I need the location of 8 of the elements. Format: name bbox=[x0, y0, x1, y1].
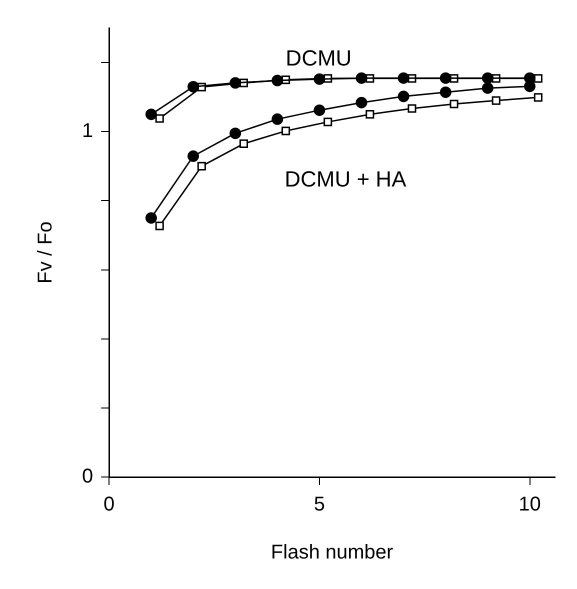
x-tick-label: 5 bbox=[314, 494, 326, 516]
x-tick-label: 10 bbox=[518, 494, 541, 516]
annotation: DCMU bbox=[286, 45, 352, 70]
annotation: DCMU + HA bbox=[284, 166, 407, 192]
x-axis-title: Flash number bbox=[270, 542, 394, 564]
y-tick-label: 1 bbox=[82, 120, 94, 142]
y-axis-title: Fv / Fo bbox=[34, 221, 57, 284]
x-tick-label: 0 bbox=[104, 494, 115, 516]
